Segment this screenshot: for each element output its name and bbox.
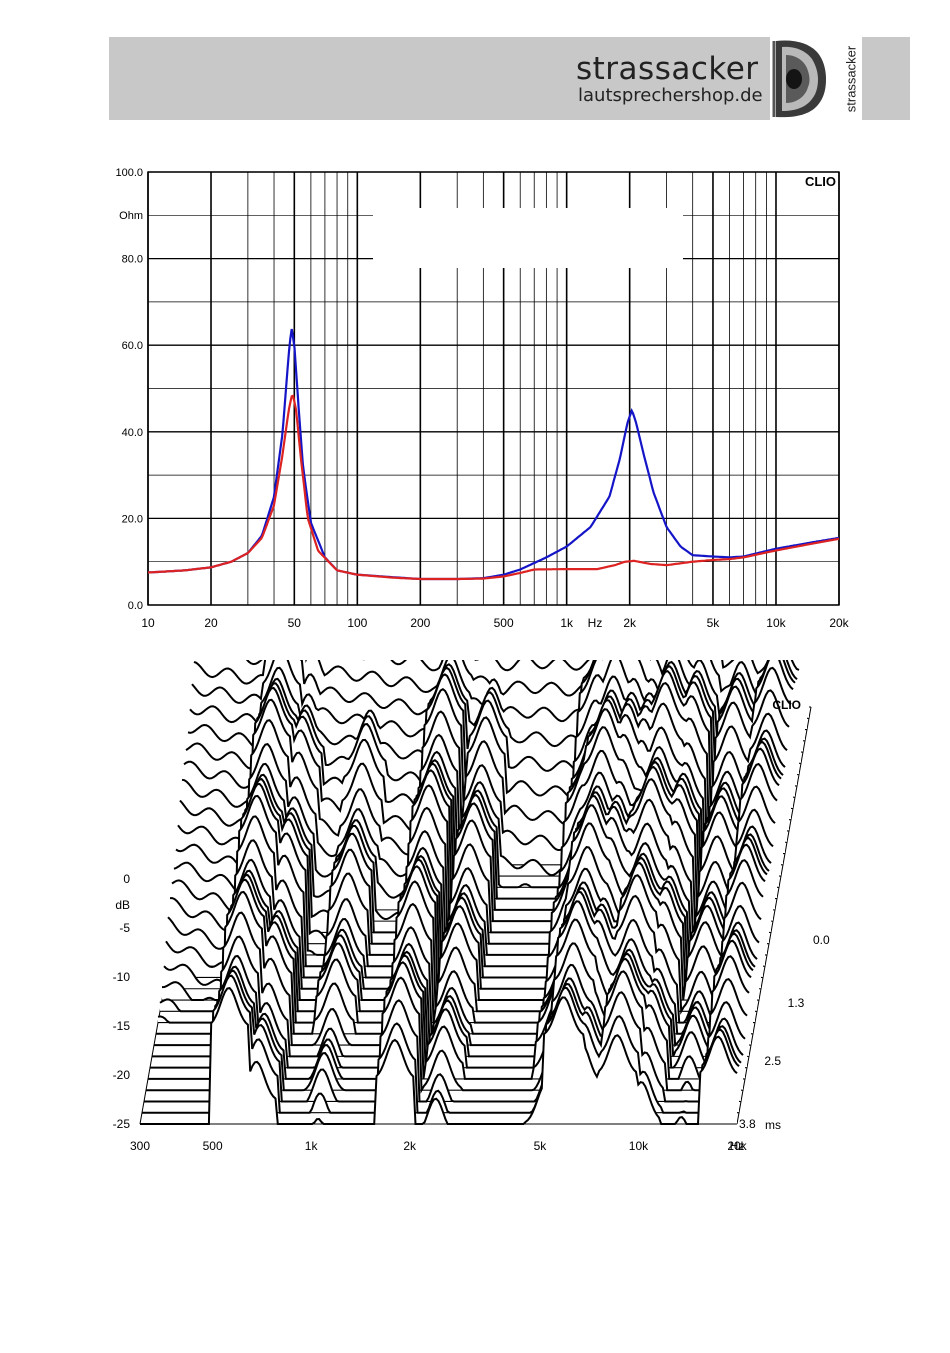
legend-area (373, 208, 683, 268)
waterfall-slice-line (154, 890, 752, 1048)
impedance-x-unit: Hz (588, 616, 603, 630)
waterfall-chart: 300 500 1k 2k 5k 10k 20k 0 -5 -10 -15 -20 -25 0.0 1.3 2… (113, 660, 830, 1153)
waterfall-slice-line (140, 987, 738, 1125)
waterfall-slice-line (181, 698, 780, 889)
impedance-x-tick-label: 500 (494, 616, 514, 630)
impedance-series-line-2 (147, 394, 840, 581)
waterfall-slice-line (163, 839, 762, 990)
waterfall-slice-line (150, 935, 748, 1070)
waterfall-slice-line (170, 782, 768, 956)
brand-url: lautsprechershop.de (578, 85, 763, 106)
waterfall-slice-line (152, 911, 750, 1058)
waterfall-y-tick-label: 0 (123, 872, 130, 886)
waterfall-x-tick-label: 1k (305, 1139, 319, 1153)
waterfall-slice-line (191, 660, 790, 807)
waterfall-slice-line (187, 677, 786, 854)
brand-vertical-label: strassacker (840, 37, 862, 120)
impedance-chart: 10 20 50 100 200 500 1k 2k 5k 10k 20k 100.0 80.0 60.0… (115, 167, 849, 630)
waterfall-x-tick-label: 10k (629, 1139, 649, 1153)
waterfall-right-edge (736, 706, 812, 1125)
impedance-x-tick-label: 20k (829, 616, 849, 630)
impedance-x-tick-label: 5k (707, 616, 721, 630)
waterfall-z-tick-label: 1.3 (788, 996, 805, 1010)
waterfall-slice-line (177, 742, 776, 911)
impedance-tick-labels: 10 20 50 100 200 500 1k 2k 5k 10k 20k 100.0 80.0 60.0… (115, 167, 849, 630)
waterfall-slice-line (179, 719, 778, 900)
impedance-x-tick-label: 10k (766, 616, 786, 630)
impedance-x-tick-label: 1k (560, 616, 574, 630)
waterfall-tick-labels: 300 500 1k 2k 5k 10k 20k 0 -5 -10 -15 -20 -25 0.0 1.3 2… (113, 872, 830, 1153)
impedance-y-tick-label: 100.0 (115, 167, 143, 179)
impedance-y-tick-label: 20.0 (122, 513, 143, 525)
waterfall-slice-line (185, 682, 784, 865)
impedance-y-tick-label: 60.0 (122, 340, 143, 352)
waterfall-slice-line (165, 815, 764, 979)
impedance-x-tick-label: 20 (204, 616, 218, 630)
impedance-series (147, 328, 840, 581)
waterfall-slice-line (474, 660, 798, 697)
waterfall-slice-line (245, 660, 794, 741)
waterfall-slice-line (156, 878, 754, 1036)
waterfall-x-unit: Hz (730, 1139, 745, 1153)
waterfall-slice-line (175, 762, 774, 924)
waterfall-y-unit: dB (115, 898, 130, 912)
waterfall-x-tick-label: 5k (534, 1139, 548, 1153)
waterfall-x-tick-label: 500 (203, 1139, 223, 1153)
impedance-watermark: CLIO (805, 174, 836, 189)
impedance-y-unit: Ohm (119, 210, 143, 222)
impedance-y-tick-label: 40.0 (122, 427, 143, 439)
waterfall-slice-line (189, 666, 788, 838)
impedance-grid (147, 171, 840, 606)
waterfall-y-tick-label: -5 (119, 921, 130, 935)
waterfall-slice-line (362, 660, 796, 718)
waterfall-z-tick-label: 2.5 (764, 1054, 781, 1068)
impedance-plot-border (147, 171, 840, 606)
brand-header: strassacker lautsprechershop.de strassac… (109, 37, 910, 120)
impedance-y-tick-label: 80.0 (122, 254, 143, 266)
waterfall-slice-line (146, 965, 744, 1094)
waterfall-slice-line (159, 869, 758, 1015)
waterfall-slice-line (144, 969, 742, 1103)
waterfall-slice-line (157, 873, 756, 1024)
waterfall-slice-line (148, 954, 746, 1080)
waterfall-y-tick-label: -20 (113, 1068, 131, 1082)
waterfall-x-tick-label: 300 (130, 1139, 150, 1153)
speaker-logo (770, 37, 840, 120)
waterfall-slice-line (173, 773, 772, 934)
impedance-x-tick-label: 100 (347, 616, 367, 630)
waterfall-slice-line (171, 777, 770, 946)
waterfall-slice-line (183, 686, 782, 877)
impedance-series-line-1 (147, 328, 840, 581)
waterfall-slice-fill (140, 988, 737, 1124)
impedance-y-tick-label: 0.0 (128, 600, 143, 612)
impedance-x-tick-label: 200 (410, 616, 430, 630)
waterfall-y-tick-label: -15 (113, 1019, 131, 1033)
waterfall-slice-line (167, 794, 766, 968)
waterfall-x-tick-label: 2k (403, 1139, 417, 1153)
waterfall-x-tick-label: 20k (727, 1139, 747, 1153)
impedance-x-tick-label: 2k (623, 616, 637, 630)
impedance-x-tick-label: 10 (141, 616, 155, 630)
waterfall-slice-line (193, 660, 792, 774)
waterfall-z-unit: ms (765, 1118, 781, 1132)
waterfall-slice-line (142, 974, 740, 1114)
waterfall-slice-line (161, 858, 760, 1001)
speaker-logo-icon (772, 40, 826, 118)
waterfall-y-tick-label: -10 (113, 970, 131, 984)
waterfall-slices (140, 660, 811, 1125)
impedance-x-tick-label: 50 (288, 616, 302, 630)
waterfall-z-tick-label: 0.0 (813, 933, 830, 947)
waterfall-y-tick-label: -25 (113, 1117, 131, 1131)
waterfall-watermark: CLIO (772, 698, 801, 712)
waterfall-z-tick-label: 3.8 (739, 1117, 756, 1131)
brand-name: strassacker (576, 51, 759, 87)
